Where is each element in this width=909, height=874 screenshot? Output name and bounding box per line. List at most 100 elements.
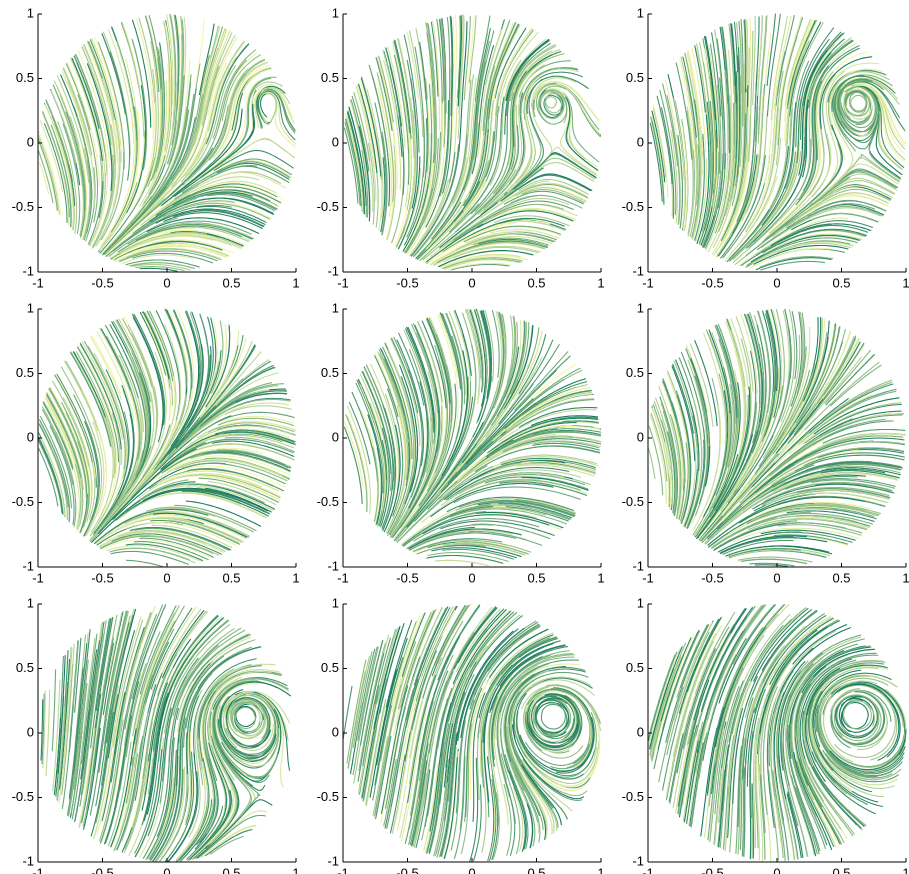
y-tick-label: 0.5 <box>16 365 34 380</box>
streamlines <box>344 309 601 565</box>
y-tick-label: 0 <box>637 134 644 149</box>
y-tick-label: -0.5 <box>622 494 644 509</box>
x-tick-label: 0 <box>773 275 780 290</box>
streamline <box>841 700 868 732</box>
streamline <box>792 214 878 230</box>
streamline <box>343 686 352 739</box>
x-tick-label: 1 <box>597 275 604 290</box>
y-tick-label: 0.5 <box>321 70 339 85</box>
streamline <box>110 548 189 559</box>
y-tick-label: -1 <box>632 558 644 573</box>
panel: -1-0.500.51-1-0.500.51 <box>12 5 300 290</box>
y-tick-label: 1 <box>637 300 644 315</box>
y-tick-label: -0.5 <box>317 789 339 804</box>
y-tick-label: -0.5 <box>622 199 644 214</box>
y-tick-label: -1 <box>22 263 34 278</box>
streamline <box>259 92 296 144</box>
y-tick-label: 1 <box>637 5 644 20</box>
y-tick-label: -0.5 <box>622 789 644 804</box>
x-tick-label: 1 <box>292 570 299 585</box>
streamline <box>473 693 485 822</box>
streamline <box>102 34 124 107</box>
y-tick-label: 1 <box>332 595 339 610</box>
panel: -1-0.500.51-1-0.500.51 <box>622 300 909 585</box>
streamline <box>455 15 456 101</box>
streamline <box>761 261 825 270</box>
streamline <box>46 690 50 776</box>
x-tick-label: 0 <box>163 865 170 874</box>
y-tick-label: 1 <box>27 595 34 610</box>
panel: -1-0.500.51-1-0.500.51 <box>317 595 605 874</box>
streamline <box>140 268 177 271</box>
x-tick-label: 0.5 <box>222 275 240 290</box>
x-tick-label: 0 <box>163 570 170 585</box>
y-tick-label: 1 <box>637 595 644 610</box>
x-tick-label: 1 <box>292 275 299 290</box>
streamlines <box>343 604 600 862</box>
y-tick-label: -0.5 <box>12 199 34 214</box>
y-tick-label: 1 <box>27 5 34 20</box>
streamline <box>450 16 452 116</box>
streamline <box>52 670 55 751</box>
y-tick-label: -0.5 <box>317 199 339 214</box>
x-tick-label: 0.5 <box>832 570 850 585</box>
x-tick-label: -0.5 <box>396 275 418 290</box>
y-tick-label: 0.5 <box>321 365 339 380</box>
streamlines <box>650 14 905 270</box>
y-tick-label: 0.5 <box>626 70 644 85</box>
x-tick-label: 1 <box>597 570 604 585</box>
panel: -1-0.500.51-1-0.500.51 <box>317 5 605 290</box>
y-tick-label: -1 <box>327 853 339 868</box>
y-tick-label: 0.5 <box>626 365 644 380</box>
figure: -1 -0.5 0 0.5 1 -1 -0.5 0 0.5 1 -1 -0.5 0 0.5 1 -1 -0.5 0… <box>0 0 909 874</box>
y-tick-label: 0 <box>637 429 644 444</box>
y-tick-label: 0.5 <box>626 660 644 675</box>
x-tick-label: -0.5 <box>396 865 418 874</box>
panel: -1-0.500.51-1-0.500.51 <box>12 595 300 874</box>
streamlines <box>344 15 600 270</box>
y-tick-label: 1 <box>332 5 339 20</box>
y-tick-label: 0 <box>332 429 339 444</box>
streamline <box>753 16 756 104</box>
streamline <box>649 449 655 479</box>
y-tick-label: 0 <box>27 134 34 149</box>
x-tick-label: 0 <box>468 275 475 290</box>
x-tick-label: 0.5 <box>527 570 545 585</box>
x-tick-label: 1 <box>292 865 299 874</box>
y-tick-label: -0.5 <box>12 494 34 509</box>
y-tick-label: -1 <box>327 263 339 278</box>
y-tick-label: -1 <box>22 558 34 573</box>
panel: -1-0.500.51-1-0.500.51 <box>12 300 300 585</box>
x-tick-label: 1 <box>597 865 604 874</box>
x-tick-label: 1 <box>902 570 909 585</box>
x-tick-label: 0.5 <box>222 865 240 874</box>
streamlines <box>648 605 906 862</box>
y-tick-label: 0.5 <box>16 660 34 675</box>
y-tick-label: -1 <box>22 853 34 868</box>
streamlines <box>38 14 295 271</box>
streamline <box>742 559 807 563</box>
streamline <box>111 551 188 564</box>
x-tick-label: 0 <box>773 865 780 874</box>
streamlines <box>38 309 296 567</box>
y-tick-label: -1 <box>632 853 644 868</box>
y-tick-label: 0.5 <box>16 70 34 85</box>
y-tick-label: 1 <box>27 300 34 315</box>
y-tick-label: 0 <box>637 724 644 739</box>
streamline <box>435 560 488 565</box>
x-tick-label: -0.5 <box>701 570 723 585</box>
y-tick-label: 0 <box>332 724 339 739</box>
streamlines <box>41 605 291 862</box>
x-tick-label: 0 <box>773 570 780 585</box>
y-tick-label: -0.5 <box>12 789 34 804</box>
x-tick-label: -0.5 <box>701 865 723 874</box>
y-tick-label: 0 <box>27 724 34 739</box>
y-tick-label: -0.5 <box>317 494 339 509</box>
x-tick-label: -0.5 <box>91 865 113 874</box>
x-tick-label: -0.5 <box>396 570 418 585</box>
x-tick-label: 0 <box>468 570 475 585</box>
x-tick-label: 0 <box>163 275 170 290</box>
x-tick-label: -0.5 <box>91 570 113 585</box>
x-tick-label: 1 <box>902 275 909 290</box>
